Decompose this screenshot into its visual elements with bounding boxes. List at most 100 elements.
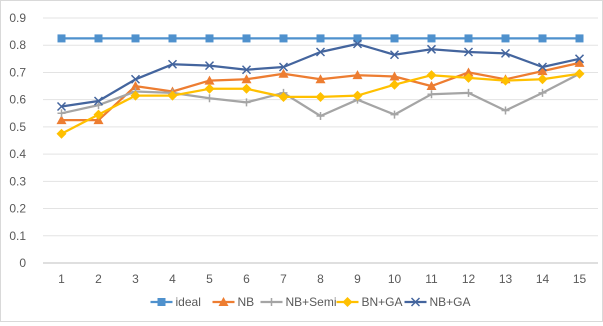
data-point-nb-semi xyxy=(205,94,214,103)
data-point-ideal xyxy=(316,34,325,43)
data-point-nb xyxy=(352,70,363,80)
data-point-nb-semi xyxy=(464,88,473,97)
data-point-nb xyxy=(204,75,215,85)
y-tick-label: 0.1 xyxy=(9,229,26,243)
legend-marker-nb-semi xyxy=(267,298,276,306)
x-tick-label: 15 xyxy=(573,272,587,286)
y-tick-label: 0.7 xyxy=(9,65,26,79)
data-point-nb xyxy=(130,81,141,91)
y-tick-label: 0.8 xyxy=(9,38,26,52)
data-point-nb-semi xyxy=(390,110,399,119)
data-point-ideal xyxy=(131,34,140,43)
data-point-bn-ga xyxy=(241,83,252,94)
legend-label: BN+GA xyxy=(362,295,403,309)
x-tick-label: 9 xyxy=(354,272,361,286)
data-point-nb-semi xyxy=(242,98,251,107)
data-point-nb-ga xyxy=(463,47,474,57)
x-tick-label: 1 xyxy=(58,272,65,286)
data-point-nb xyxy=(56,115,67,125)
legend-label: ideal xyxy=(176,295,201,309)
x-tick-label: 4 xyxy=(169,272,176,286)
data-point-bn-ga xyxy=(315,91,326,102)
data-point-bn-ga xyxy=(56,128,67,139)
y-tick-label: 0.2 xyxy=(9,202,26,216)
data-point-nb xyxy=(389,71,400,81)
data-point-bn-ga xyxy=(278,91,289,102)
data-point-nb xyxy=(574,57,585,67)
x-tick-label: 8 xyxy=(317,272,324,286)
data-point-ideal xyxy=(168,34,177,43)
y-tick-label: 0.6 xyxy=(9,93,26,107)
legend-item-nb: NB xyxy=(212,295,255,309)
data-point-ideal xyxy=(464,34,473,43)
data-point-ideal xyxy=(390,34,399,43)
legend-marker-nb xyxy=(218,297,229,306)
data-point-nb xyxy=(315,74,326,84)
data-point-nb xyxy=(278,68,289,78)
data-point-bn-ga xyxy=(426,70,437,81)
data-point-nb-ga xyxy=(500,48,511,58)
x-axis-ticks: 1 2 3 4 5 6 7 8 9 10 11 12 13 14 15 xyxy=(58,272,586,286)
data-point-nb-ga xyxy=(537,62,548,72)
data-point-nb xyxy=(241,74,252,84)
series-bn-ga xyxy=(56,68,585,139)
data-point-ideal xyxy=(205,34,214,43)
data-point-nb-semi xyxy=(57,109,66,118)
data-point-nb-ga xyxy=(241,65,252,75)
data-point-nb-semi xyxy=(538,88,547,97)
line-chart: 00.10.20.30.40.50.60.70.80.9 1 2 3 4 5 6 7 8 9 10… xyxy=(9,11,598,309)
legend-item-nb-semi: NB+Semi xyxy=(260,295,337,309)
series-group xyxy=(56,34,585,139)
x-tick-label: 11 xyxy=(425,272,438,286)
data-point-nb-semi xyxy=(94,101,103,110)
data-point-nb xyxy=(426,81,437,91)
data-point-nb-semi xyxy=(427,90,436,99)
data-point-ideal xyxy=(279,34,288,43)
data-point-nb-ga xyxy=(93,96,104,106)
data-point-nb-ga xyxy=(130,74,141,84)
data-point-bn-ga xyxy=(463,72,474,83)
data-point-nb-ga xyxy=(315,47,326,57)
x-tick-label: 5 xyxy=(206,272,213,286)
series-nb-ga xyxy=(56,39,585,112)
legend-marker-nb-ga xyxy=(410,297,421,307)
data-point-nb-ga xyxy=(389,50,400,60)
data-point-bn-ga xyxy=(130,90,141,101)
data-point-bn-ga xyxy=(204,83,215,94)
data-point-ideal xyxy=(242,34,251,43)
x-tick-label: 10 xyxy=(388,272,402,286)
data-point-ideal xyxy=(94,34,103,43)
legend: ideal NB NB+Semi BN+GA NB+GA xyxy=(150,295,471,309)
data-point-ideal xyxy=(353,34,362,43)
data-point-bn-ga xyxy=(389,79,400,90)
data-point-nb-semi xyxy=(501,106,510,115)
data-point-nb-ga xyxy=(352,39,363,49)
legend-marker-ideal xyxy=(157,298,166,306)
y-tick-label: 0.9 xyxy=(9,11,26,25)
data-point-nb xyxy=(537,66,548,76)
data-point-ideal xyxy=(575,34,584,43)
data-point-bn-ga xyxy=(537,74,548,85)
legend-label: NB+GA xyxy=(430,295,471,309)
legend-item-nb-ga: NB+GA xyxy=(404,295,471,309)
y-tick-label: 0.3 xyxy=(9,174,26,188)
data-point-nb-ga xyxy=(204,61,215,71)
y-tick-label: 0.4 xyxy=(9,147,26,161)
series-ideal xyxy=(57,34,584,43)
legend-label: NB+Semi xyxy=(286,295,337,309)
data-point-nb xyxy=(463,67,474,77)
data-point-ideal xyxy=(538,34,547,43)
data-point-bn-ga xyxy=(352,90,363,101)
legend-label: NB xyxy=(238,295,255,309)
gridlines xyxy=(43,17,598,264)
data-point-bn-ga xyxy=(574,68,585,79)
legend-item-ideal: ideal xyxy=(150,295,201,309)
data-point-ideal xyxy=(427,34,436,43)
y-axis-ticks: 0 0.1 0.2 0.3 0.4 0.5 0.6 0.7 0.8 0.9 xyxy=(9,11,26,270)
x-tick-label: 13 xyxy=(499,272,513,286)
x-tick-label: 12 xyxy=(462,272,476,286)
data-point-ideal xyxy=(501,34,510,43)
x-tick-label: 3 xyxy=(132,272,139,286)
data-point-bn-ga xyxy=(93,109,104,120)
